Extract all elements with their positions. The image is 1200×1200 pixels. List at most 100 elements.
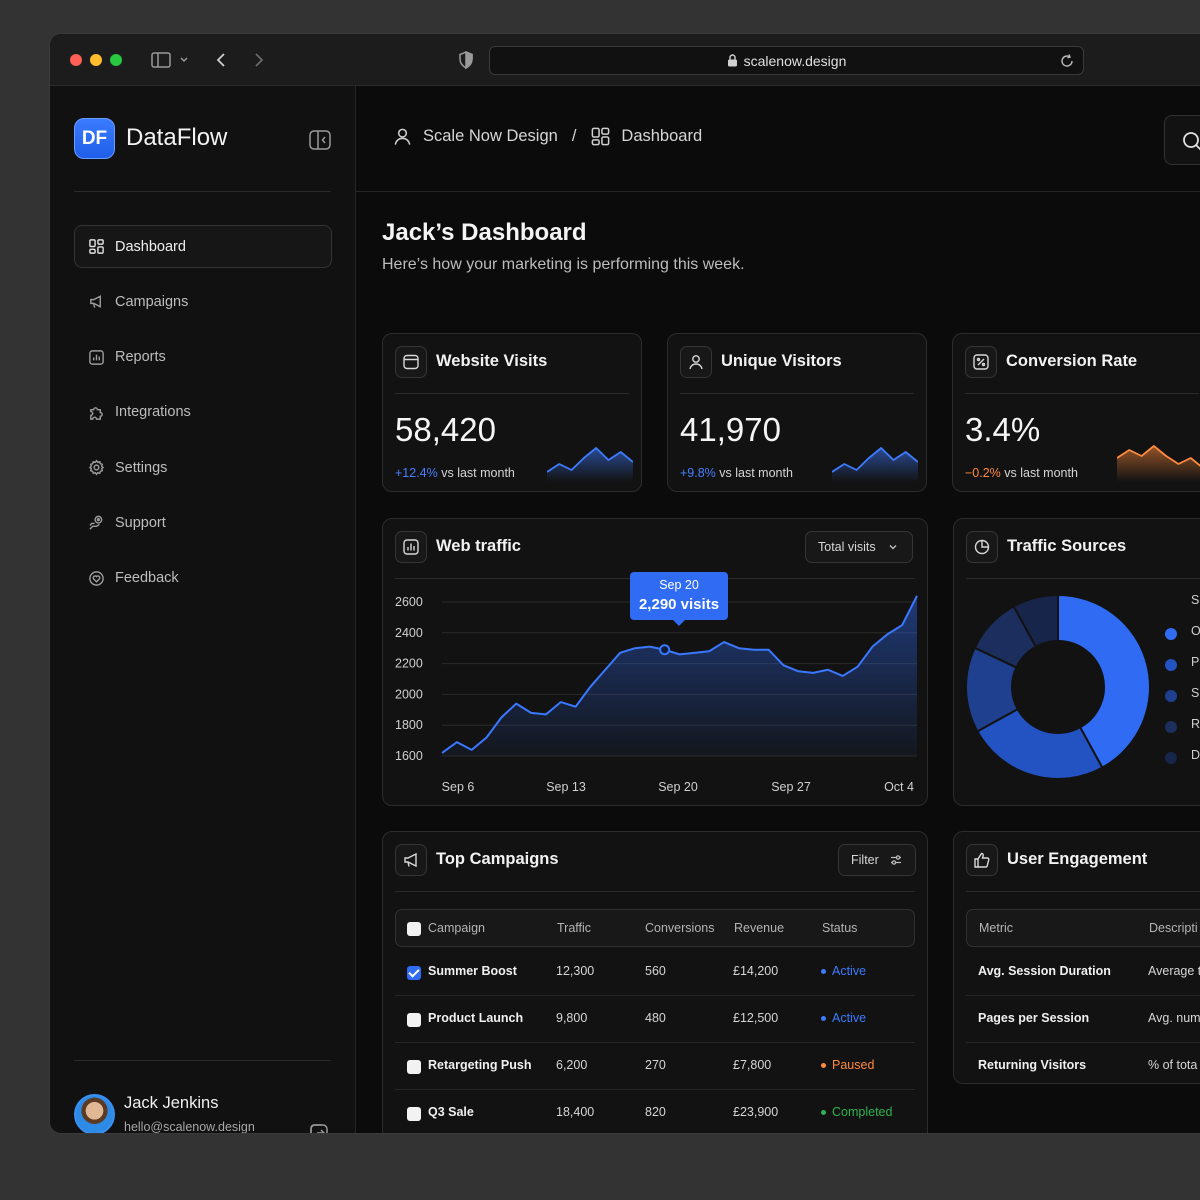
logo-badge[interactable]: DF <box>74 118 115 159</box>
sidebar-item-campaigns[interactable]: Campaigns <box>74 280 332 323</box>
collapse-sidebar-icon[interactable] <box>308 129 332 151</box>
status-label: Active <box>832 1011 867 1025</box>
traffic-metric-select[interactable]: Total visits <box>805 531 913 563</box>
sidebar-item-integrations[interactable]: Integrations <box>74 391 332 434</box>
card-title: Website Visits <box>436 352 548 370</box>
metric-name: Pages per Session <box>978 1011 1090 1025</box>
row-checkbox[interactable] <box>407 1013 421 1027</box>
avatar[interactable] <box>74 1094 115 1133</box>
sparkline-chart <box>1117 445 1200 482</box>
bar-chart-icon <box>89 349 104 365</box>
column-header[interactable]: Status <box>822 921 858 935</box>
user-icon <box>689 355 703 370</box>
column-header[interactable]: Descripti <box>1149 921 1198 935</box>
select-all-checkbox[interactable] <box>407 922 421 936</box>
sidebar-item-settings[interactable]: Settings <box>74 446 332 489</box>
sidebar-item-label: Feedback <box>115 570 179 587</box>
bar-chart-icon <box>403 539 419 555</box>
traffic-sources-chart[interactable] <box>966 595 1150 779</box>
delta-text: vs last month <box>441 466 515 480</box>
breadcrumb-page[interactable]: Dashboard <box>621 127 703 145</box>
x-tick-label: Sep 13 <box>546 780 586 794</box>
browser-icon <box>403 354 419 370</box>
card-divider <box>395 393 629 394</box>
row-checkbox[interactable] <box>407 1107 421 1121</box>
tooltip-date: Sep 20 <box>659 578 699 592</box>
highlight-point[interactable] <box>659 644 671 656</box>
legend-swatch <box>1165 628 1177 640</box>
metric-description: % of tota <box>1148 1058 1198 1072</box>
close-window-button[interactable] <box>70 54 82 66</box>
card-icon <box>680 346 712 378</box>
column-header[interactable]: Campaign <box>428 921 485 935</box>
shield-icon[interactable] <box>456 50 476 70</box>
row-checkbox[interactable] <box>407 1060 421 1074</box>
status-dot <box>821 1109 826 1115</box>
legend-swatch <box>1165 721 1177 733</box>
brand-name[interactable]: DataFlow <box>126 124 228 151</box>
address-bar[interactable]: scalenow.design <box>489 46 1084 75</box>
thumbs-up-icon <box>974 852 990 868</box>
table-row[interactable]: Q3 Sale 18,400 820 £23,900 Completed <box>395 1090 915 1133</box>
column-header[interactable]: Traffic <box>557 921 592 935</box>
minimize-window-button[interactable] <box>90 54 102 66</box>
legend-swatch <box>1165 659 1177 671</box>
tooltip-value: 2,290 visits <box>638 596 720 613</box>
metric-description: Average t <box>1148 964 1200 978</box>
stat-card-unique-visitors: Unique Visitors 41,970 +9.8% vs last mon… <box>667 333 927 492</box>
user-email: hello@scalenow.design <box>124 1120 255 1134</box>
pie-slice[interactable] <box>1057 595 1150 769</box>
user-icon <box>394 128 411 145</box>
card-title: Traffic Sources <box>1007 537 1127 555</box>
row-checkbox[interactable] <box>407 966 421 980</box>
column-header[interactable]: Conversions <box>645 921 715 935</box>
reload-icon[interactable] <box>1059 53 1075 69</box>
sidebar-item-feedback[interactable]: Feedback <box>74 557 332 600</box>
search-button[interactable] <box>1164 115 1200 165</box>
table-row[interactable]: Pages per Session Avg. num <box>966 996 1200 1043</box>
sidebar-toggle-icon[interactable] <box>150 50 172 70</box>
campaign-conversions: 480 <box>645 1011 666 1025</box>
campaign-conversions: 820 <box>645 1105 666 1119</box>
filter-button[interactable]: Filter <box>838 844 916 876</box>
card-divider <box>966 578 1200 579</box>
table-row[interactable]: Summer Boost 12,300 560 £14,200 Active <box>395 949 915 996</box>
y-tick-label: 2000 <box>395 687 423 701</box>
pie-slice[interactable] <box>976 707 1104 779</box>
sidebar-item-label: Reports <box>115 349 166 366</box>
sidebar-item-reports[interactable]: Reports <box>74 336 332 379</box>
maximize-window-button[interactable] <box>110 54 122 66</box>
campaign-revenue: £14,200 <box>733 964 779 978</box>
back-icon[interactable] <box>212 50 232 70</box>
sidebar-item-label: Dashboard <box>115 238 186 255</box>
gear-icon <box>88 459 105 476</box>
card-icon <box>395 346 427 378</box>
campaign-revenue: £23,900 <box>733 1105 779 1119</box>
column-header[interactable]: Revenue <box>734 921 785 935</box>
card-icon <box>966 531 998 563</box>
web-traffic-chart[interactable]: 1600 1800 2000 2200 2400 2600 Sep 6 Sep 13 Sep 2… <box>383 579 928 806</box>
table-row[interactable]: Retargeting Push 6,200 270 £7,800 Paused <box>395 1043 915 1090</box>
status-badge: Completed <box>821 1105 892 1119</box>
table-row[interactable]: Returning Visitors % of tota <box>966 1043 1200 1083</box>
sliders-icon <box>890 855 901 865</box>
forward-icon[interactable] <box>248 50 268 70</box>
sidebar-item-support[interactable]: Support <box>74 501 332 544</box>
pie-slice[interactable] <box>1012 595 1059 649</box>
sidebar-item-dashboard[interactable]: Dashboard <box>74 225 332 268</box>
table-row[interactable]: Avg. Session Duration Average t <box>966 949 1200 996</box>
percent-icon <box>973 354 989 370</box>
campaign-conversions: 270 <box>645 1058 666 1072</box>
user-name: Jack Jenkins <box>124 1094 219 1112</box>
sparkline-chart <box>832 447 918 482</box>
delta-text: vs last month <box>1004 466 1078 480</box>
table-row[interactable]: Product Launch 9,800 480 £12,500 Active <box>395 996 915 1043</box>
logout-icon[interactable] <box>308 1122 330 1134</box>
megaphone-icon <box>404 852 417 868</box>
breadcrumb-workspace[interactable]: Scale Now Design <box>423 127 558 145</box>
chevron-down-icon[interactable] <box>178 50 190 70</box>
column-header[interactable]: Metric <box>979 921 1014 935</box>
delta-percent: +9.8% <box>680 466 716 480</box>
heart-icon <box>89 570 104 586</box>
sidebar: DF DataFlow Dashboard Campaigns Reports … <box>50 86 356 1133</box>
